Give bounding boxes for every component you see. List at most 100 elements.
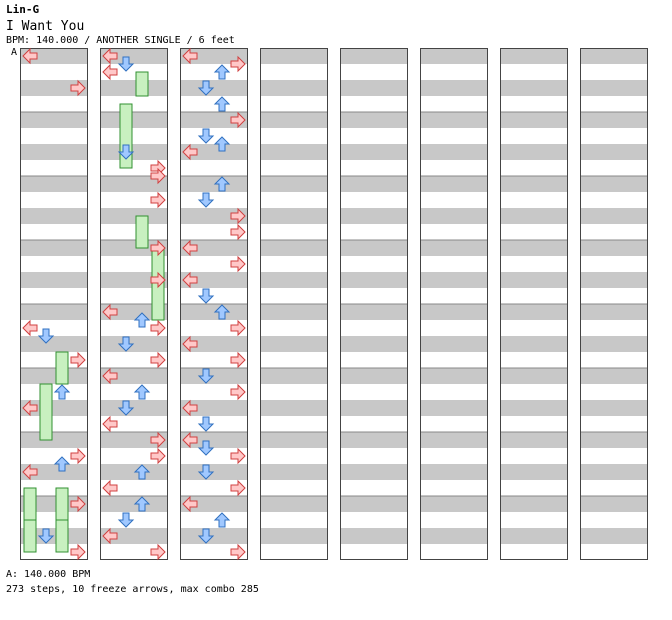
left-arrow: [182, 143, 198, 161]
right-arrow: [70, 495, 86, 513]
right-arrow: [150, 167, 166, 185]
beat-stripe: [340, 368, 408, 384]
beat-stripe: [500, 272, 568, 288]
column-border: [100, 48, 168, 560]
song-artist: Lin-G: [6, 3, 40, 16]
beat-stripe: [420, 240, 488, 256]
beat-stripe: [420, 272, 488, 288]
beat-stripe: [580, 144, 648, 160]
chart-column: [340, 48, 408, 560]
beat-stripe: [20, 240, 88, 256]
right-arrow: [70, 447, 86, 465]
beat-stripe: [340, 80, 408, 96]
right-arrow: [150, 351, 166, 369]
up-arrow: [133, 384, 151, 400]
left-arrow: [102, 47, 118, 65]
right-arrow: [70, 351, 86, 369]
column-border: [180, 48, 248, 560]
right-arrow: [230, 479, 246, 497]
beat-stripe: [100, 496, 168, 512]
down-arrow: [197, 192, 215, 208]
down-arrow: [197, 288, 215, 304]
left-arrow: [182, 335, 198, 353]
beat-stripe: [500, 432, 568, 448]
column-border: [580, 48, 648, 560]
beat-stripe: [340, 400, 408, 416]
down-arrow: [197, 440, 215, 456]
beat-stripe: [420, 304, 488, 320]
down-arrow: [117, 56, 135, 72]
beat-stripe: [420, 464, 488, 480]
left-arrow: [22, 319, 38, 337]
beat-stripe: [20, 304, 88, 320]
left-arrow: [22, 463, 38, 481]
beat-stripe: [580, 240, 648, 256]
beat-stripe: [500, 528, 568, 544]
beat-stripe: [580, 464, 648, 480]
left-arrow: [102, 479, 118, 497]
down-arrow: [197, 464, 215, 480]
beat-stripe: [340, 336, 408, 352]
beat-stripe: [580, 368, 648, 384]
up-arrow: [53, 456, 71, 472]
beat-stripe: [580, 336, 648, 352]
chart-column: [260, 48, 328, 560]
beat-stripe: [580, 528, 648, 544]
beat-stripe: [340, 208, 408, 224]
right-arrow: [230, 223, 246, 241]
beat-stripe: [420, 432, 488, 448]
beat-stripe: [20, 336, 88, 352]
bpm-legend: A: 140.000 BPM: [6, 569, 91, 580]
up-arrow: [213, 136, 231, 152]
beat-stripe: [20, 144, 88, 160]
beat-stripe: [100, 336, 168, 352]
right-arrow: [230, 447, 246, 465]
right-arrow: [150, 319, 166, 337]
right-arrow: [230, 543, 246, 561]
chart-column: [20, 48, 88, 560]
up-arrow: [133, 496, 151, 512]
beat-stripe: [180, 272, 248, 288]
up-arrow: [133, 464, 151, 480]
beat-stripe: [500, 112, 568, 128]
left-arrow: [102, 527, 118, 545]
beat-stripe: [500, 80, 568, 96]
beat-stripe: [100, 272, 168, 288]
beat-stripe: [180, 496, 248, 512]
up-arrow: [133, 312, 151, 328]
beat-stripe: [20, 272, 88, 288]
beat-stripe: [500, 496, 568, 512]
beat-stripe: [580, 48, 648, 64]
right-arrow: [230, 383, 246, 401]
beat-stripe: [20, 176, 88, 192]
beat-stripe: [420, 336, 488, 352]
down-arrow: [197, 416, 215, 432]
beat-stripe: [180, 80, 248, 96]
beat-stripe: [20, 464, 88, 480]
beat-stripe: [20, 368, 88, 384]
left-arrow: [182, 431, 198, 449]
left-arrow: [22, 399, 38, 417]
beat-stripe: [500, 304, 568, 320]
beat-stripe: [340, 272, 408, 288]
right-arrow: [230, 207, 246, 225]
beat-stripe: [260, 400, 328, 416]
beat-stripe: [100, 176, 168, 192]
beat-stripe: [580, 432, 648, 448]
left-arrow: [102, 367, 118, 385]
down-arrow: [117, 144, 135, 160]
beat-stripe: [180, 464, 248, 480]
left-arrow: [182, 271, 198, 289]
beat-stripe: [420, 112, 488, 128]
beat-stripe: [500, 240, 568, 256]
beat-stripe: [100, 432, 168, 448]
beat-stripe: [260, 432, 328, 448]
up-arrow: [213, 64, 231, 80]
beat-stripe: [260, 368, 328, 384]
up-arrow: [213, 512, 231, 528]
beat-stripe: [180, 240, 248, 256]
right-arrow: [230, 55, 246, 73]
down-arrow: [117, 400, 135, 416]
beat-stripe: [260, 208, 328, 224]
right-arrow: [150, 191, 166, 209]
